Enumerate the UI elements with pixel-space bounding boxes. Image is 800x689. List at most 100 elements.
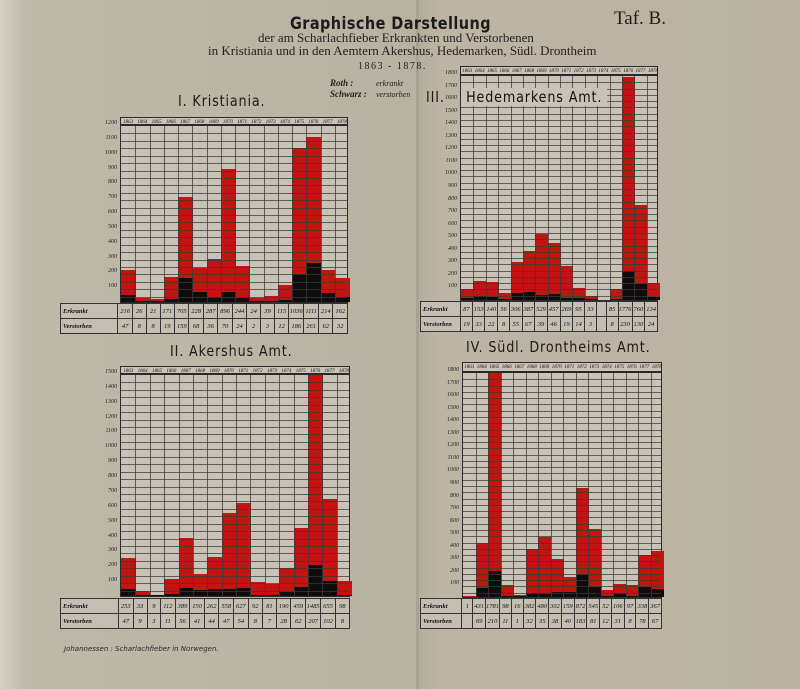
grid-line xyxy=(121,471,349,473)
table-cell: 44 xyxy=(203,613,220,629)
y-tick-label: 400 xyxy=(108,532,117,539)
grid-line xyxy=(121,222,347,224)
row-label: Erkrankt xyxy=(419,598,463,614)
bar-verstorben xyxy=(600,595,614,597)
grid-line xyxy=(563,373,564,597)
y-tick-label: 900 xyxy=(108,458,117,465)
y-tick-label: 800 xyxy=(450,492,459,499)
year-label: 1865 xyxy=(486,69,497,74)
grid-line xyxy=(121,508,349,510)
bar-erkrankt xyxy=(206,259,222,302)
table-cell: 11 xyxy=(499,613,512,629)
table-cell: 56 xyxy=(497,301,510,317)
grid-line xyxy=(461,207,657,209)
grid-line xyxy=(513,373,514,597)
grid-line xyxy=(463,573,661,575)
year-label: 1875 xyxy=(295,369,306,374)
bar-erkrankt xyxy=(336,581,352,596)
grid-line xyxy=(463,523,661,525)
bar-verstorben xyxy=(263,301,279,302)
y-tick-label: 800 xyxy=(448,195,457,202)
legend-red-value: erkrankt xyxy=(376,79,404,88)
year-label: 1870 xyxy=(548,69,559,74)
y-tick-label: 1100 xyxy=(105,428,117,435)
y-tick-label: 600 xyxy=(448,220,457,227)
grid-line xyxy=(597,76,599,300)
bar-erkrankt xyxy=(121,558,136,596)
table-cell: 896 xyxy=(217,303,233,319)
y-tick-label: 500 xyxy=(450,530,459,537)
bar-verstorben xyxy=(236,587,251,596)
year-header-row: 1863 1864 1865 1866 1867 1868 1869 1870 1871 1872… xyxy=(460,66,658,75)
table-cell: 55 xyxy=(508,316,523,332)
bar-verstorben xyxy=(621,271,635,300)
y-tick-label: 1000 xyxy=(447,467,459,474)
bar-verstorben xyxy=(498,299,511,300)
table-cell: 40 xyxy=(560,613,575,629)
plot-area xyxy=(462,372,664,598)
year-label: 1875 xyxy=(614,365,625,370)
grid-line xyxy=(461,201,657,203)
y-tick-label: 700 xyxy=(450,505,459,512)
subtitle-line-1: der am Scharlachfieber Erkrankten und Ve… xyxy=(258,30,534,45)
grid-line xyxy=(461,270,657,272)
table-cell: 7 xyxy=(261,613,277,629)
table-cell: 70 xyxy=(217,318,233,334)
table-cell: 1036 xyxy=(288,303,305,319)
bar-verstorben xyxy=(535,295,549,300)
bar-verstorben xyxy=(292,274,307,302)
y-tick-label: 1800 xyxy=(445,70,457,76)
grid-line xyxy=(463,429,661,431)
grid-line xyxy=(322,375,324,596)
bar-verstorben xyxy=(149,300,165,302)
year-label: 1874 xyxy=(601,365,612,370)
table-cell: 9 xyxy=(146,598,162,614)
table-cell: 480 xyxy=(535,598,550,614)
y-tick-label: 1800 xyxy=(447,367,459,373)
table-cell: 11 xyxy=(160,613,176,629)
grid-line xyxy=(461,283,657,285)
table-cell: 287 xyxy=(202,303,219,319)
table-cell: 67 xyxy=(648,613,662,629)
y-tick-label: 1500 xyxy=(105,369,117,375)
y-tick-label: 200 xyxy=(108,268,117,275)
y-tick-label: 1200 xyxy=(445,145,457,152)
table-cell: 207 xyxy=(305,613,322,629)
table-cell: 134 xyxy=(644,301,658,317)
table-cell: 38 xyxy=(548,613,562,629)
table-cell: 24 xyxy=(246,303,262,319)
year-label: 1876 xyxy=(310,369,321,374)
grid-line xyxy=(463,548,661,550)
year-range: 1863 - 1878. xyxy=(358,61,427,72)
table-row-erkrankt: Erkrankt 253 33 9 112 389 150 262 558 627 92 81 190 4… xyxy=(60,598,351,614)
table-cell: 32 xyxy=(522,613,537,629)
bar-verstorben xyxy=(135,300,150,302)
bar-verstorben xyxy=(334,297,350,302)
year-label: 1875 xyxy=(294,120,305,125)
table-cell: 8 xyxy=(623,613,637,629)
grid-line xyxy=(463,555,661,557)
table-cell: 106 xyxy=(610,598,625,614)
table-cell: 19 xyxy=(159,318,176,334)
year-label: 1876 xyxy=(308,120,319,125)
table-cell: 52 xyxy=(599,598,612,614)
grid-line xyxy=(121,404,349,406)
legend-black-value: verstorben xyxy=(376,90,411,99)
bar-erkrankt xyxy=(293,527,309,596)
table-cell: 35 xyxy=(535,613,550,629)
table-cell: 253 xyxy=(117,598,134,614)
table-cell: 655 xyxy=(320,598,336,614)
grid-line xyxy=(192,375,194,596)
table-cell: 39 xyxy=(534,316,548,332)
bar-verstorben xyxy=(538,592,551,597)
grid-line xyxy=(463,448,661,450)
y-tick-label: 1500 xyxy=(445,107,457,114)
bar-verstorben xyxy=(264,594,280,596)
year-label: 1873 xyxy=(585,69,596,74)
grid-line xyxy=(121,185,347,187)
year-label: 1871 xyxy=(564,365,575,370)
table-cell xyxy=(595,301,607,317)
year-label: 1865 xyxy=(151,369,162,374)
grid-line xyxy=(463,473,661,475)
bar-erkrankt xyxy=(279,567,294,596)
